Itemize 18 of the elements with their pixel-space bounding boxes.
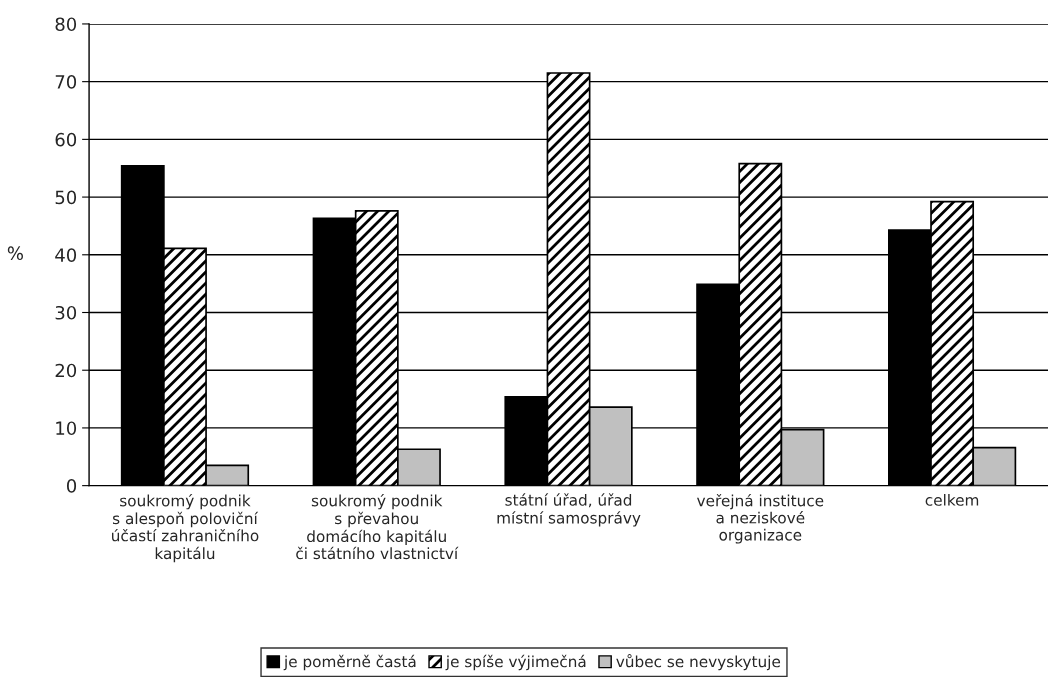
y-tick-label: 20 [55,363,77,378]
y-tick-label: 30 [55,305,77,320]
y-tick-label: 60 [55,132,77,147]
legend-label: je poměrně častá [283,654,416,671]
y-tick-label: 80 [55,17,77,32]
x-tick-label: státní úřad, úřad místní samosprávy [497,493,641,527]
y-tick-label: 50 [55,190,77,205]
x-tick-label: soukromý podnik s alespoň poloviční účastí zahraničního kapitálu [112,493,259,563]
x-tick-label: veřejná instituce a neziskové organizace [697,493,824,544]
y-tick-label: 40 [55,248,77,262]
y-axis-title: % [7,246,23,261]
y-tick-label: 0 [66,479,77,493]
x-tick-label: soukromý podnik s převahou domácího kapitálu či státního vlastnictví [296,493,459,560]
legend-label: je spíše výjimečná [445,654,586,671]
legend-label: vůbec se nevyskytuje [616,654,781,671]
y-tick-label: 10 [56,421,77,436]
y-tick-label: 70 [55,75,77,89]
x-tick-label: celkem [925,493,979,506]
